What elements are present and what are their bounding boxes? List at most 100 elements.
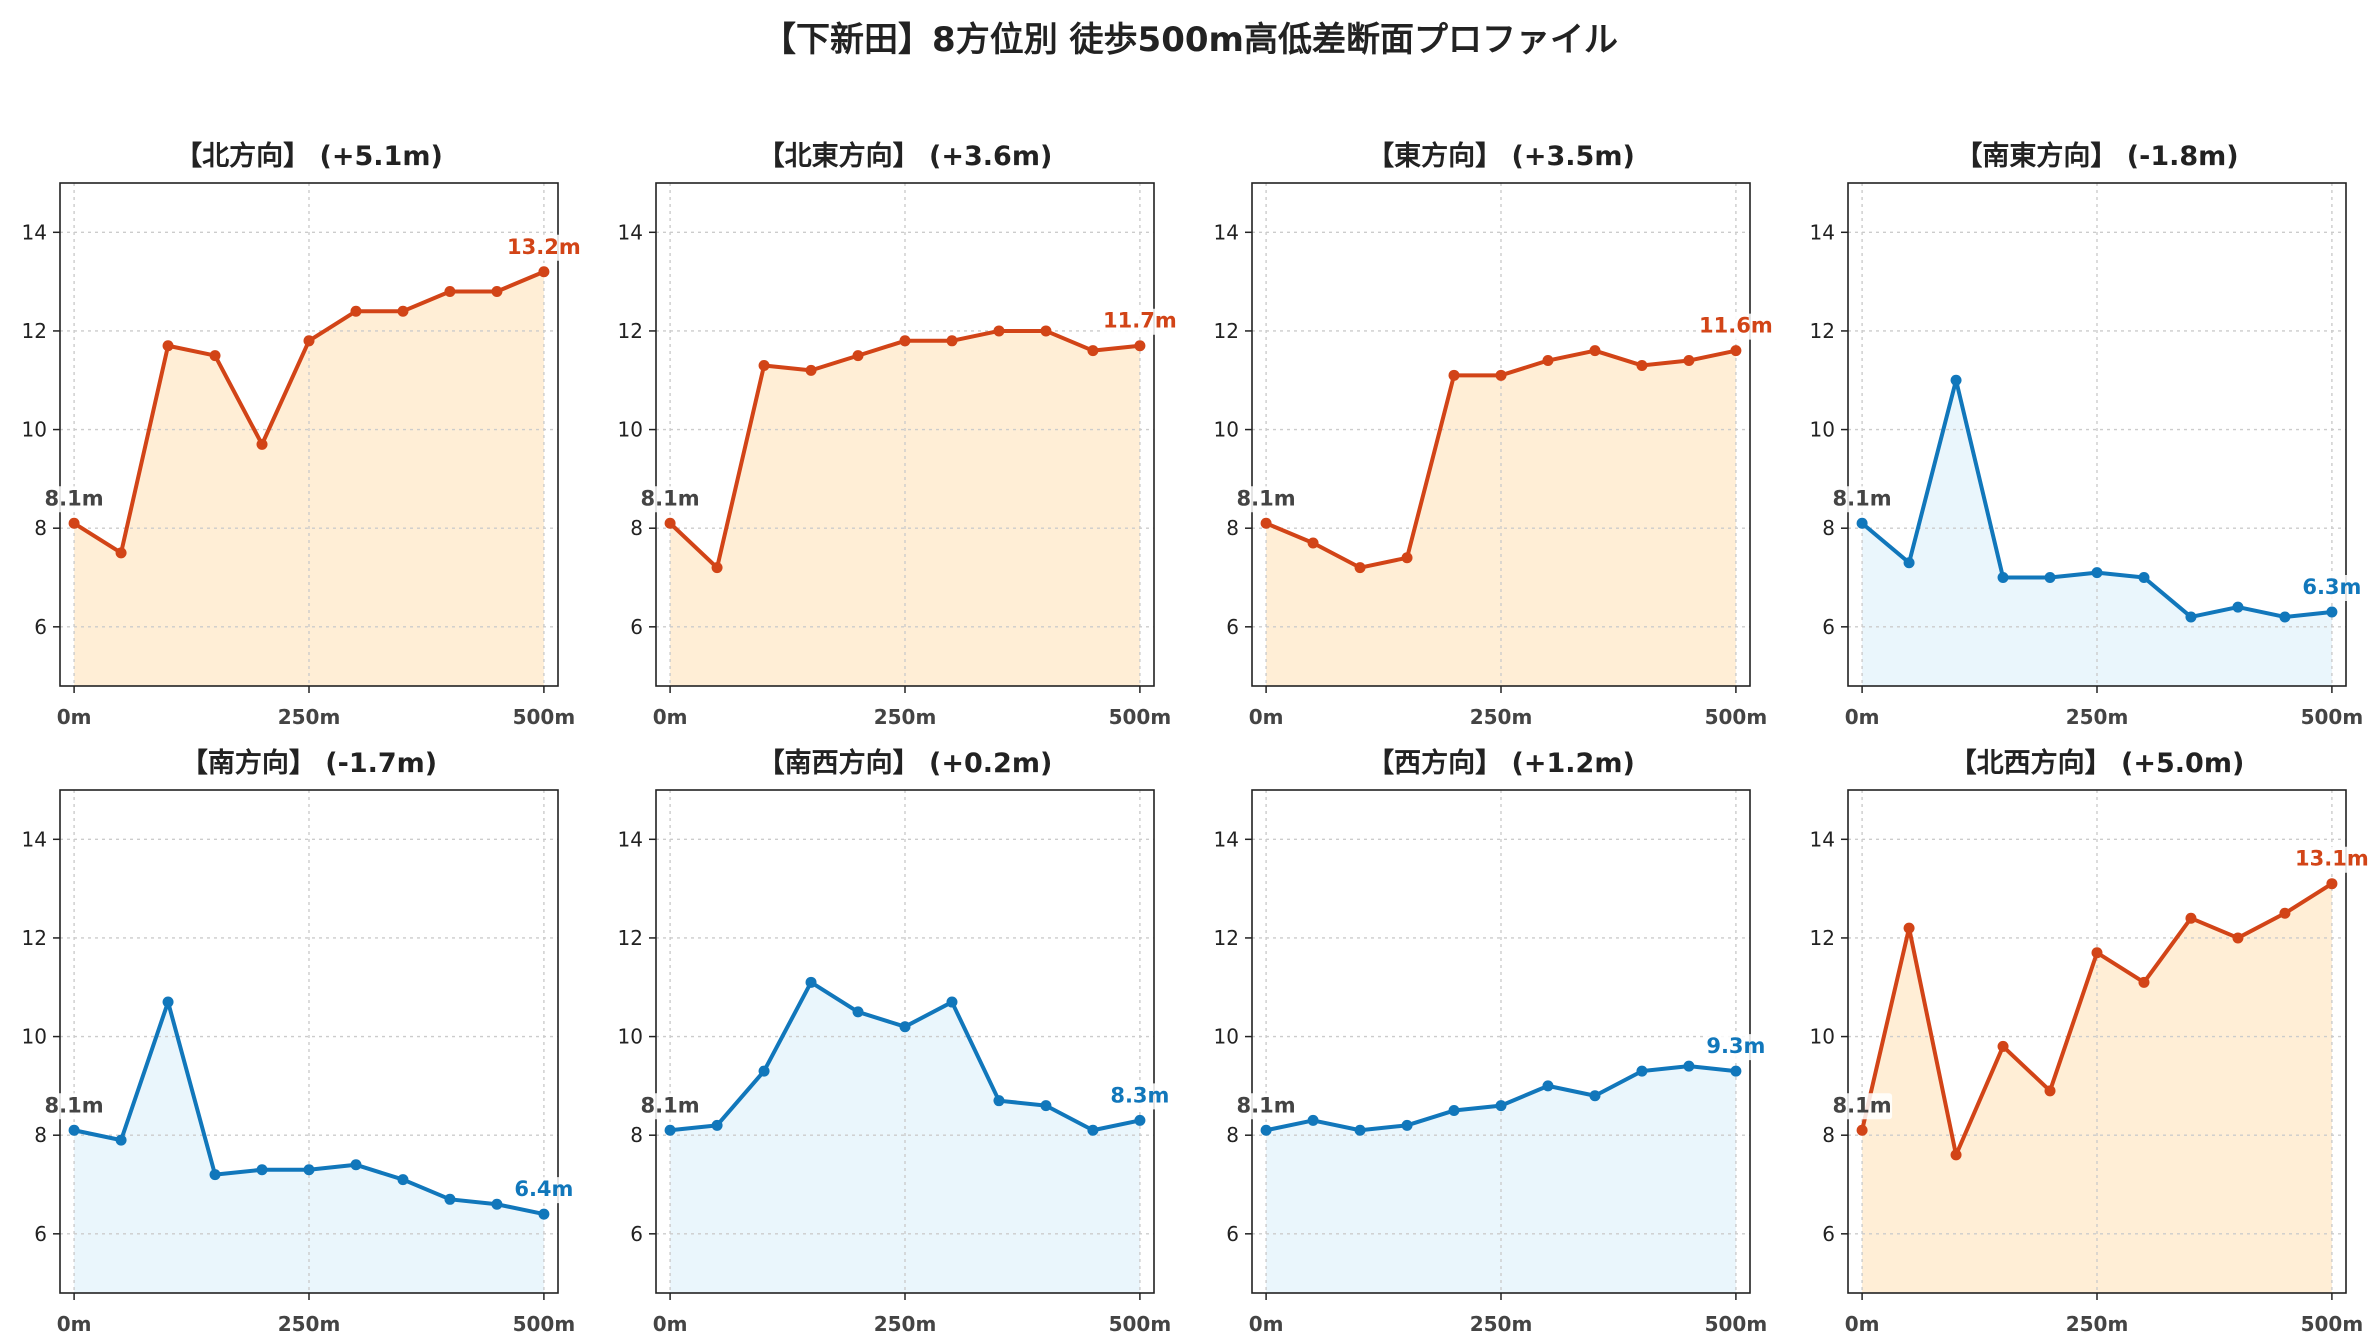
chart-6-ytick-label-3: 12 <box>618 926 643 950</box>
chart-6-point-8 <box>1040 1100 1052 1112</box>
chart-8-ytick-label-1: 8 <box>1822 1123 1835 1147</box>
chart-6-area-fill <box>670 982 1140 1293</box>
chart-4: 6 8 10 12 14 0m 250m 500m 【南東方向】 (-1.8m) 8.1m 6.3m <box>1810 140 2364 729</box>
chart-2-xtick-label-2: 500m <box>1109 705 1172 729</box>
chart-2-point-3 <box>805 364 817 376</box>
chart-4-point-6 <box>2138 572 2150 584</box>
chart-2-xtick-label-0: 0m <box>653 705 688 729</box>
chart-4-point-3 <box>1997 572 2009 584</box>
chart-4-point-9 <box>2279 611 2291 623</box>
chart-1-ytick-label-2: 10 <box>22 418 47 442</box>
chart-4-point-0 <box>1856 517 1868 529</box>
chart-7-xtick-label-1: 250m <box>1470 1312 1533 1336</box>
chart-2-end-label-bg <box>1103 308 1177 335</box>
chart-5-ytick-label-2: 10 <box>22 1025 47 1049</box>
chart-8-xtick-label-0: 0m <box>1845 1312 1880 1336</box>
chart-5-point-6 <box>350 1159 362 1171</box>
chart-3-point-7 <box>1589 345 1601 357</box>
chart-6-point-1 <box>711 1119 723 1131</box>
chart-1-ytick-label-4: 14 <box>22 220 47 244</box>
chart-5-title: 【南方向】 (-1.7m) <box>181 747 437 779</box>
chart-2-ytick-label-3: 12 <box>618 319 643 343</box>
chart-3-ytick-label-3: 12 <box>1214 319 1239 343</box>
chart-2-point-1 <box>711 562 723 574</box>
chart-4-ytick-label-2: 10 <box>1810 418 1835 442</box>
chart-2-point-5 <box>899 335 911 347</box>
chart-8-point-1 <box>1903 922 1915 934</box>
chart-6-xtick-label-2: 500m <box>1109 1312 1172 1336</box>
chart-4-end-label-bg <box>2301 575 2362 602</box>
chart-8-xtick-label-2: 500m <box>2301 1312 2364 1336</box>
chart-2-ytick-label-4: 14 <box>618 220 643 244</box>
chart-5-end-label: 6.4m <box>514 1177 573 1201</box>
chart-8-xtick-label-1: 250m <box>2066 1312 2129 1336</box>
chart-6-title: 【南西方向】 (+0.2m) <box>758 747 1053 779</box>
chart-6-ytick-label-4: 14 <box>618 827 643 851</box>
chart-3-point-10 <box>1730 345 1742 357</box>
chart-5-point-5 <box>303 1164 315 1176</box>
chart-6-xtick-label-1: 250m <box>874 1312 937 1336</box>
chart-6-ytick-label-2: 10 <box>618 1025 643 1049</box>
chart-2-ytick-label-2: 10 <box>618 418 643 442</box>
chart-6-point-2 <box>758 1065 770 1077</box>
chart-8-point-2 <box>1950 1149 1962 1161</box>
chart-5-ytick-label-3: 12 <box>22 926 47 950</box>
chart-8-point-7 <box>2185 912 2197 924</box>
chart-8-start-label-bg <box>1832 1093 1893 1120</box>
chart-1-point-1 <box>115 547 127 559</box>
chart-3: 6 8 10 12 14 0m 250m 500m 【東方向】 (+3.5m) 8.1m 11.6m <box>1214 140 1773 729</box>
chart-8-point-6 <box>2138 976 2150 988</box>
chart-8: 6 8 10 12 14 0m 250m 500m 【北西方向】 (+5.0m) 8.1m 13.1… <box>1810 747 2369 1336</box>
chart-1-point-5 <box>303 335 315 347</box>
chart-1-title: 【北方向】 (+5.1m) <box>175 140 443 172</box>
chart-5-ytick-label-0: 6 <box>34 1222 47 1246</box>
chart-5-point-3 <box>209 1169 221 1181</box>
chart-2-ytick-label-1: 8 <box>630 516 643 540</box>
chart-5-point-7 <box>397 1174 409 1186</box>
chart-2-point-0 <box>664 517 676 529</box>
chart-4-start-label-bg <box>1832 486 1893 513</box>
chart-8-ytick-label-0: 6 <box>1822 1222 1835 1246</box>
chart-4-point-8 <box>2232 601 2244 613</box>
chart-3-title: 【東方向】 (+3.5m) <box>1367 140 1635 172</box>
chart-3-end-label-bg <box>1699 313 1773 340</box>
chart-1-xtick-label-0: 0m <box>57 705 92 729</box>
chart-3-xtick-label-1: 250m <box>1470 705 1533 729</box>
chart-7-point-4 <box>1448 1105 1460 1117</box>
chart-5-ytick-label-1: 8 <box>34 1123 47 1147</box>
chart-8-point-8 <box>2232 932 2244 944</box>
chart-1-point-2 <box>162 340 174 352</box>
chart-7-point-10 <box>1730 1065 1742 1077</box>
chart-6-point-7 <box>993 1095 1005 1107</box>
chart-8-ytick-label-3: 12 <box>1810 926 1835 950</box>
chart-2-point-6 <box>946 335 958 347</box>
chart-7-point-0 <box>1260 1124 1272 1136</box>
chart-6-start-label-bg <box>640 1093 701 1120</box>
chart-5-ytick-label-4: 14 <box>22 827 47 851</box>
chart-8-ytick-label-2: 10 <box>1810 1025 1835 1049</box>
chart-5-point-9 <box>491 1198 503 1210</box>
chart-3-ytick-label-1: 8 <box>1226 516 1239 540</box>
chart-7-xtick-label-2: 500m <box>1705 1312 1768 1336</box>
chart-2-point-10 <box>1134 340 1146 352</box>
chart-3-area-fill <box>1266 350 1736 686</box>
chart-1-start-label: 8.1m <box>45 486 104 510</box>
chart-1-xtick-label-1: 250m <box>278 705 341 729</box>
chart-2-point-8 <box>1040 325 1052 337</box>
chart-7-point-7 <box>1589 1090 1601 1102</box>
chart-6-point-3 <box>805 976 817 988</box>
chart-2-point-9 <box>1087 345 1099 357</box>
chart-8-point-5 <box>2091 947 2103 959</box>
chart-4-start-label: 8.1m <box>1833 486 1892 510</box>
chart-4-point-2 <box>1950 374 1962 386</box>
chart-7-ytick-label-3: 12 <box>1214 926 1239 950</box>
chart-4-point-7 <box>2185 611 2197 623</box>
chart-8-title: 【北西方向】 (+5.0m) <box>1950 747 2245 779</box>
chart-1-point-10 <box>538 266 550 278</box>
chart-6-ytick-label-1: 8 <box>630 1123 643 1147</box>
chart-3-xtick-label-2: 500m <box>1705 705 1768 729</box>
chart-2-end-label: 11.7m <box>1103 309 1177 333</box>
chart-4-xtick-label-0: 0m <box>1845 705 1880 729</box>
chart-1-end-label: 13.2m <box>507 235 581 259</box>
chart-7-area-fill <box>1266 1066 1736 1293</box>
